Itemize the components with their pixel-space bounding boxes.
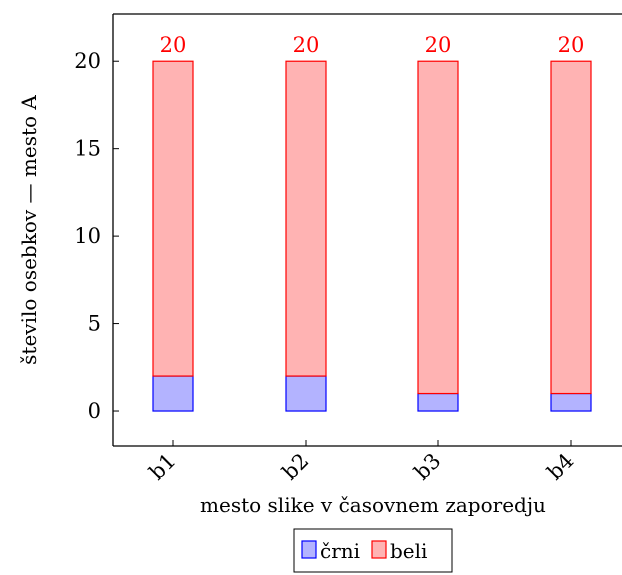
y-tick-label: 10 <box>74 224 101 248</box>
data-label-total: 20 <box>558 33 585 57</box>
bar-črni-b2 <box>285 375 327 412</box>
y-tick-label: 5 <box>88 312 101 336</box>
plot-area: 05101520220b1220b2120b3120b4 <box>74 13 622 485</box>
bar-črni-b1 <box>152 375 194 412</box>
x-tick-label: b3 <box>410 449 446 485</box>
legend-label-črni: črni <box>320 539 360 563</box>
bar-beli-b1 <box>152 60 194 377</box>
legend: črni beli <box>293 528 453 573</box>
legend-swatch-črni <box>301 540 317 559</box>
legend-swatch-beli <box>371 540 387 559</box>
x-tick-label: b4 <box>543 449 579 485</box>
bar-črni-b4 <box>550 392 592 412</box>
y-tick-label: 0 <box>88 399 101 423</box>
data-label-total: 20 <box>425 33 452 57</box>
x-tick-label: b2 <box>278 449 314 485</box>
data-label-total: 20 <box>160 33 187 57</box>
data-label-total: 20 <box>293 33 320 57</box>
bar-beli-b4 <box>550 60 592 395</box>
y-axis-title: število osebkov — mesto A <box>17 95 41 365</box>
legend-label-beli: beli <box>390 539 427 563</box>
y-tick-label: 15 <box>74 137 101 161</box>
bar-črni-b3 <box>417 392 459 412</box>
bar-beli-b2 <box>285 60 327 377</box>
x-axis-title: mesto slike v časovnem zaporedju <box>200 493 546 517</box>
bar-beli-b3 <box>417 60 459 395</box>
y-tick-label: 20 <box>74 49 101 73</box>
x-tick-label: b1 <box>145 449 181 485</box>
